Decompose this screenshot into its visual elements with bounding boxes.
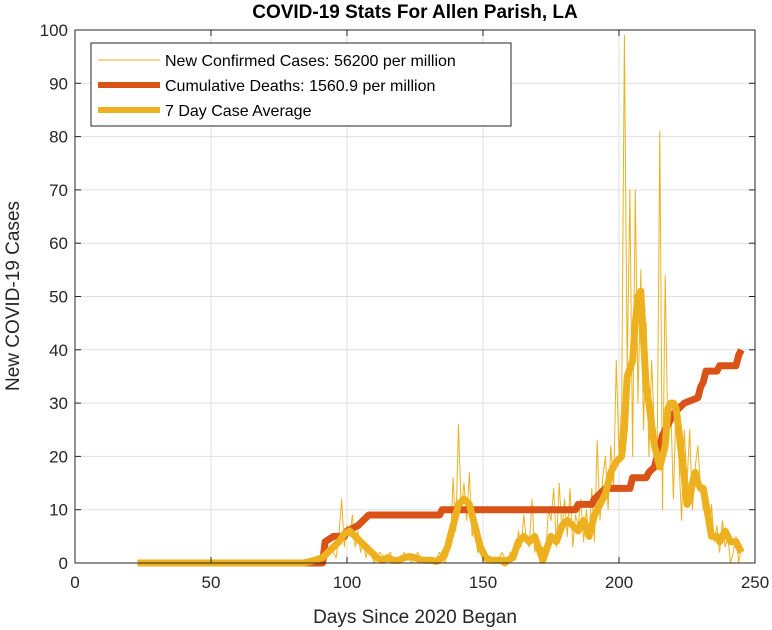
y-tick-label: 90 xyxy=(49,74,68,93)
y-tick-label: 10 xyxy=(49,501,68,520)
x-axis-label: Days Since 2020 Began xyxy=(313,607,517,628)
legend-label-7day-avg: 7 Day Case Average xyxy=(165,103,312,120)
y-tick-label: 40 xyxy=(49,341,68,360)
series-7day-average-line xyxy=(137,287,745,567)
series-layer xyxy=(137,34,745,567)
y-tick-label: 100 xyxy=(40,21,68,40)
y-axis-label: New COVID-19 Cases xyxy=(3,201,24,391)
tick-layer: 0 50 100 150 200 250 0 10 20 30 40 50 60 70 80 90 100 xyxy=(40,21,770,592)
x-tick-label: 150 xyxy=(469,573,497,592)
chart-title: COVID-19 Stats For Allen Parish, LA xyxy=(252,2,578,23)
x-tick-label: 100 xyxy=(333,573,361,592)
series-cumulative-deaths-line xyxy=(137,348,745,567)
legend-label-deaths: Cumulative Deaths: 1560.9 per million xyxy=(165,78,435,95)
x-tick-label: 250 xyxy=(741,573,769,592)
x-tick-label: 0 xyxy=(70,573,79,592)
x-tick-label: 200 xyxy=(605,573,633,592)
y-tick-label: 80 xyxy=(49,128,68,147)
y-tick-label: 30 xyxy=(49,394,68,413)
y-tick-label: 20 xyxy=(49,447,68,466)
y-tick-label: 70 xyxy=(49,181,68,200)
y-tick-label: 0 xyxy=(59,554,68,573)
x-tick-label: 50 xyxy=(202,573,221,592)
legend-label-new-cases: New Confirmed Cases: 56200 per million xyxy=(165,53,456,70)
legend: New Confirmed Cases: 56200 per million C… xyxy=(90,42,512,127)
y-tick-label: 60 xyxy=(49,234,68,253)
legend-box xyxy=(90,42,512,127)
y-tick-label: 50 xyxy=(49,288,68,307)
